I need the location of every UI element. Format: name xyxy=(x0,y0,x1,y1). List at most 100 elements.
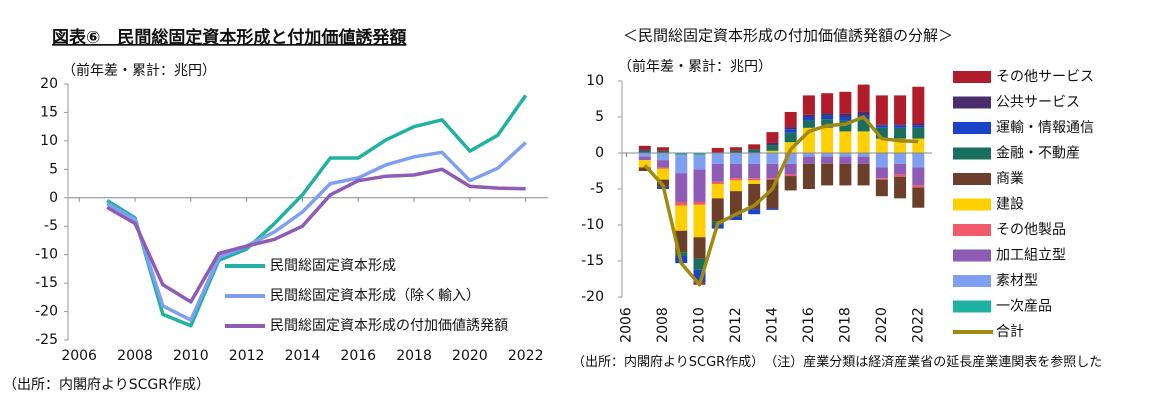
bar-segment xyxy=(766,208,779,210)
left-title: 図表⑥ 民間総固定資本形成と付加価値誘発額 xyxy=(52,27,406,48)
x-tick-label: 2016 xyxy=(340,348,376,364)
bar-segment xyxy=(766,145,779,151)
bar-segment xyxy=(821,93,834,114)
x-tick-label: 2008 xyxy=(117,348,153,364)
bar-segment xyxy=(894,125,907,128)
bar-segment xyxy=(729,178,742,181)
bar-segment xyxy=(638,145,651,150)
x-tick-label: 2006 xyxy=(619,307,635,343)
bar-segment xyxy=(748,209,761,215)
x-tick-label: 2016 xyxy=(801,307,817,343)
bar-segment xyxy=(766,179,779,209)
bar-segment xyxy=(657,168,670,180)
y-tick-label: 10 xyxy=(40,133,58,149)
x-tick-label: 2014 xyxy=(285,348,321,364)
y-tick-label: -10 xyxy=(35,247,58,263)
bar-segment xyxy=(912,123,925,126)
bar-segment xyxy=(821,113,834,116)
right-title: ＜民間総固定資本形成の付加価値誘発額の分解＞ xyxy=(623,27,953,45)
bar-segment xyxy=(711,183,724,199)
legend-label: 公共サービス xyxy=(996,95,1080,111)
bar-segment xyxy=(875,127,888,139)
bar-segment xyxy=(912,185,925,188)
legend-swatch xyxy=(953,71,991,83)
x-tick-label: 2022 xyxy=(508,348,544,364)
bar-segment xyxy=(802,117,815,121)
bar-segment xyxy=(693,258,706,270)
x-tick-label: 2010 xyxy=(173,348,209,364)
bar-segment xyxy=(894,124,907,126)
bar-segment xyxy=(802,95,815,115)
bar-segment xyxy=(693,155,706,170)
x-tick-label: 2012 xyxy=(229,348,265,364)
y-tick-label: -5 xyxy=(44,218,58,234)
bar-segment xyxy=(839,113,852,117)
bar-segment xyxy=(675,252,688,256)
bar-segment xyxy=(912,187,925,208)
bar-segment xyxy=(693,169,706,202)
bar-segment xyxy=(711,198,724,222)
bar-segment xyxy=(766,153,779,164)
legend-label: その他製品 xyxy=(996,222,1066,238)
bar-segment xyxy=(821,156,834,164)
bar-segment xyxy=(675,201,688,206)
right-unit: （前年差・累計：兆円） xyxy=(618,58,772,75)
bar-segment xyxy=(839,117,852,121)
left-source: （出所：内閣府よりSCGR作成） xyxy=(3,377,210,393)
legend-swatch xyxy=(953,96,991,109)
bar-segment xyxy=(784,153,797,164)
y-tick-label: -15 xyxy=(581,253,604,269)
legend-swatch xyxy=(953,147,991,160)
bar-segment xyxy=(784,127,797,130)
bar-segment xyxy=(839,163,852,186)
bar-segment xyxy=(766,132,779,143)
bar-segment xyxy=(875,124,888,126)
bar-segment xyxy=(693,153,706,156)
bar-segment xyxy=(894,95,907,125)
bar-segment xyxy=(711,163,724,182)
bar-segment xyxy=(729,163,742,179)
x-tick-label: 2018 xyxy=(837,307,853,343)
bar-segment xyxy=(875,179,888,197)
bar-segment xyxy=(748,149,761,153)
bar-segment xyxy=(748,153,761,164)
bar-segment xyxy=(821,163,834,186)
bar-segment xyxy=(748,163,761,179)
bar-segment xyxy=(857,163,870,186)
bar-segment xyxy=(912,86,925,124)
legend-swatch xyxy=(953,122,991,134)
y-tick-label: -20 xyxy=(581,289,604,305)
bar-segment xyxy=(657,150,670,153)
legend-label: その他サービス xyxy=(996,69,1094,85)
bar-segment xyxy=(693,237,706,259)
bar-segment xyxy=(638,150,651,153)
bar-segment xyxy=(784,174,797,177)
left-unit: （前年差・累計：兆円） xyxy=(62,62,216,79)
bar-segment xyxy=(784,163,797,175)
bar-segment xyxy=(675,173,688,202)
y-tick-label: -5 xyxy=(590,181,604,197)
legend-label: 民間総固定資本形成の付加価値誘発額 xyxy=(270,318,508,334)
legend-swatch xyxy=(953,249,991,262)
bar-segment xyxy=(802,163,815,189)
bar-segment xyxy=(821,153,834,157)
y-tick-label: 5 xyxy=(595,109,604,125)
bar-segment xyxy=(912,167,925,186)
bar-segment xyxy=(729,180,742,192)
x-tick-label: 2014 xyxy=(764,307,780,343)
bar-segment xyxy=(729,147,742,151)
bar-segment xyxy=(748,178,761,181)
series-line xyxy=(106,141,527,322)
bar-segment xyxy=(894,176,907,199)
bar-segment xyxy=(638,160,651,168)
legend-label: 素材型 xyxy=(996,273,1038,289)
series-line xyxy=(106,94,528,328)
legend-label: 建設 xyxy=(996,197,1024,213)
bar-segment xyxy=(638,149,651,151)
bar-segment xyxy=(766,163,779,179)
bar-segment xyxy=(802,153,815,157)
bar-segment xyxy=(729,216,742,220)
y-tick-label: 20 xyxy=(40,76,58,92)
